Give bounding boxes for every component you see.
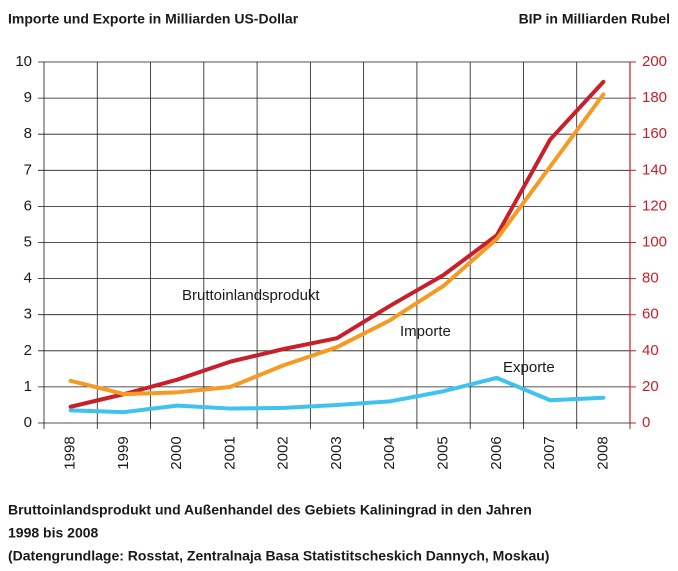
y-tick-label: 2 bbox=[24, 342, 32, 359]
series-label: Exporte bbox=[503, 359, 555, 376]
x-tick-label: 1999 bbox=[115, 436, 132, 469]
x-tick-label: 2005 bbox=[435, 436, 452, 469]
y2-title: BIP in Milliarden Rubel bbox=[519, 11, 670, 27]
y-tick-label: 5 bbox=[24, 233, 32, 250]
x-tick-label: 2006 bbox=[488, 436, 505, 469]
x-tick-label: 2002 bbox=[275, 436, 292, 469]
y-tick-label: 8 bbox=[24, 125, 32, 142]
y-tick-label: 6 bbox=[24, 197, 32, 214]
x-tick-label: 2008 bbox=[594, 436, 611, 469]
y2-tick-label: 40 bbox=[642, 342, 659, 359]
y2-tick-label: 100 bbox=[642, 233, 667, 250]
caption: (Datengrundlage: Rosstat, Zentralnaja Ba… bbox=[8, 548, 549, 564]
y2-tick-label: 160 bbox=[642, 125, 667, 142]
y2-tick-label: 60 bbox=[642, 306, 659, 323]
y-tick-label: 0 bbox=[24, 414, 32, 431]
y2-tick-label: 180 bbox=[642, 89, 667, 106]
caption: 1998 bis 2008 bbox=[8, 525, 99, 541]
y2-tick-label: 0 bbox=[642, 414, 650, 431]
x-tick-label: 2007 bbox=[541, 436, 558, 469]
chart-title: Importe und Exporte in Milliarden US-Dol… bbox=[8, 11, 299, 27]
x-tick-label: 2001 bbox=[221, 436, 238, 469]
y-tick-label: 3 bbox=[24, 306, 32, 323]
y-tick-label: 1 bbox=[24, 378, 32, 395]
x-tick-label: 2000 bbox=[168, 436, 185, 469]
line-series bbox=[68, 79, 606, 409]
y-tick-label: 9 bbox=[24, 89, 32, 106]
series-label: Bruttoinlandsprodukt bbox=[182, 287, 320, 304]
y2-tick-label: 140 bbox=[642, 161, 667, 178]
y2-tick-label: 20 bbox=[642, 378, 659, 395]
y2-tick-label: 120 bbox=[642, 197, 667, 214]
y-tick-label: 4 bbox=[24, 270, 32, 287]
line-series bbox=[68, 92, 606, 397]
series-label: Importe bbox=[400, 323, 451, 340]
line-series bbox=[68, 375, 606, 415]
x-tick-label: 1998 bbox=[62, 436, 79, 469]
y2-tick-label: 200 bbox=[642, 53, 667, 70]
x-tick-label: 2004 bbox=[381, 436, 398, 469]
y-tick-label: 7 bbox=[24, 161, 32, 178]
y2-tick-label: 80 bbox=[642, 270, 659, 287]
y-tick-label: 10 bbox=[15, 53, 32, 70]
caption: Bruttoinlandsprodukt und Außenhandel des… bbox=[8, 502, 532, 518]
x-tick-label: 2003 bbox=[328, 436, 345, 469]
